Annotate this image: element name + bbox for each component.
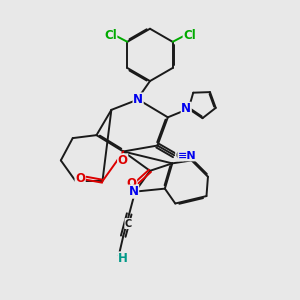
Text: H: H xyxy=(118,252,128,265)
Text: C: C xyxy=(125,219,132,229)
Text: C: C xyxy=(176,151,183,161)
Text: N: N xyxy=(181,102,191,115)
Text: Cl: Cl xyxy=(183,29,196,42)
Text: O: O xyxy=(127,177,136,190)
Text: N: N xyxy=(129,185,139,198)
Text: O: O xyxy=(118,154,128,167)
Text: ≡N: ≡N xyxy=(178,151,196,161)
Text: O: O xyxy=(75,172,85,185)
Text: Cl: Cl xyxy=(104,29,117,42)
Text: N: N xyxy=(133,93,143,106)
